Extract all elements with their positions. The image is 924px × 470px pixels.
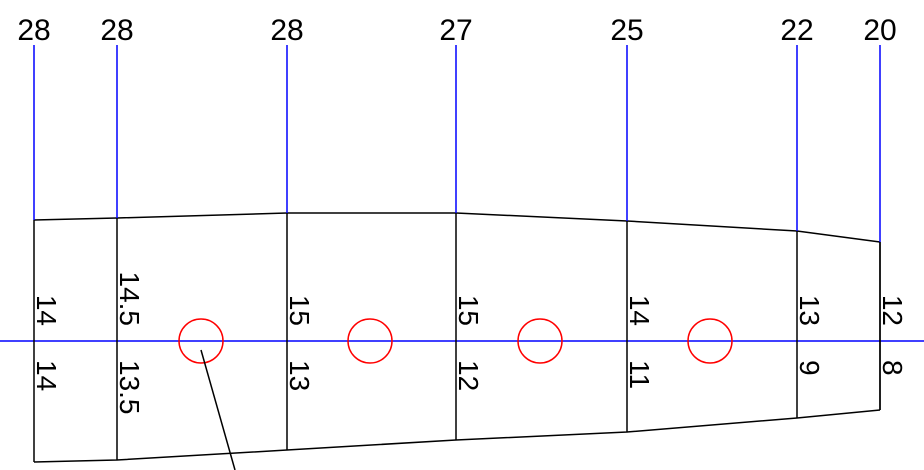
- lower-dimension: 9: [794, 360, 825, 376]
- upper-dimension: 13: [794, 295, 825, 326]
- bottom-outline: [33, 409, 881, 463]
- station-label: 22: [780, 14, 813, 47]
- upper-dimension: 14: [31, 295, 62, 326]
- lower-dimension: 8: [877, 360, 908, 376]
- lower-dimension: 12: [453, 360, 484, 391]
- station-label: 28: [17, 14, 50, 47]
- station-label: 28: [270, 14, 303, 47]
- lower-dimension: 13: [284, 360, 315, 391]
- upper-dimension: 15: [284, 295, 315, 326]
- upper-dimension: 14.5: [114, 272, 145, 327]
- upper-dimension: 12: [877, 295, 908, 326]
- hole: [687, 318, 733, 364]
- upper-dimension: 15: [453, 295, 484, 326]
- station-label: 28: [100, 14, 133, 47]
- upper-dimension: 14: [624, 295, 655, 326]
- station-label: 20: [863, 14, 896, 47]
- hole: [178, 318, 224, 364]
- top-outline: [33, 212, 881, 243]
- lower-dimension: 13.5: [114, 360, 145, 415]
- station-label: 27: [439, 14, 472, 47]
- lower-dimension: 14: [31, 360, 62, 391]
- hole: [517, 318, 563, 364]
- station-label: 25: [610, 14, 643, 47]
- leader-line: [200, 349, 236, 470]
- hole: [347, 318, 393, 364]
- lower-dimension: 11: [624, 360, 655, 389]
